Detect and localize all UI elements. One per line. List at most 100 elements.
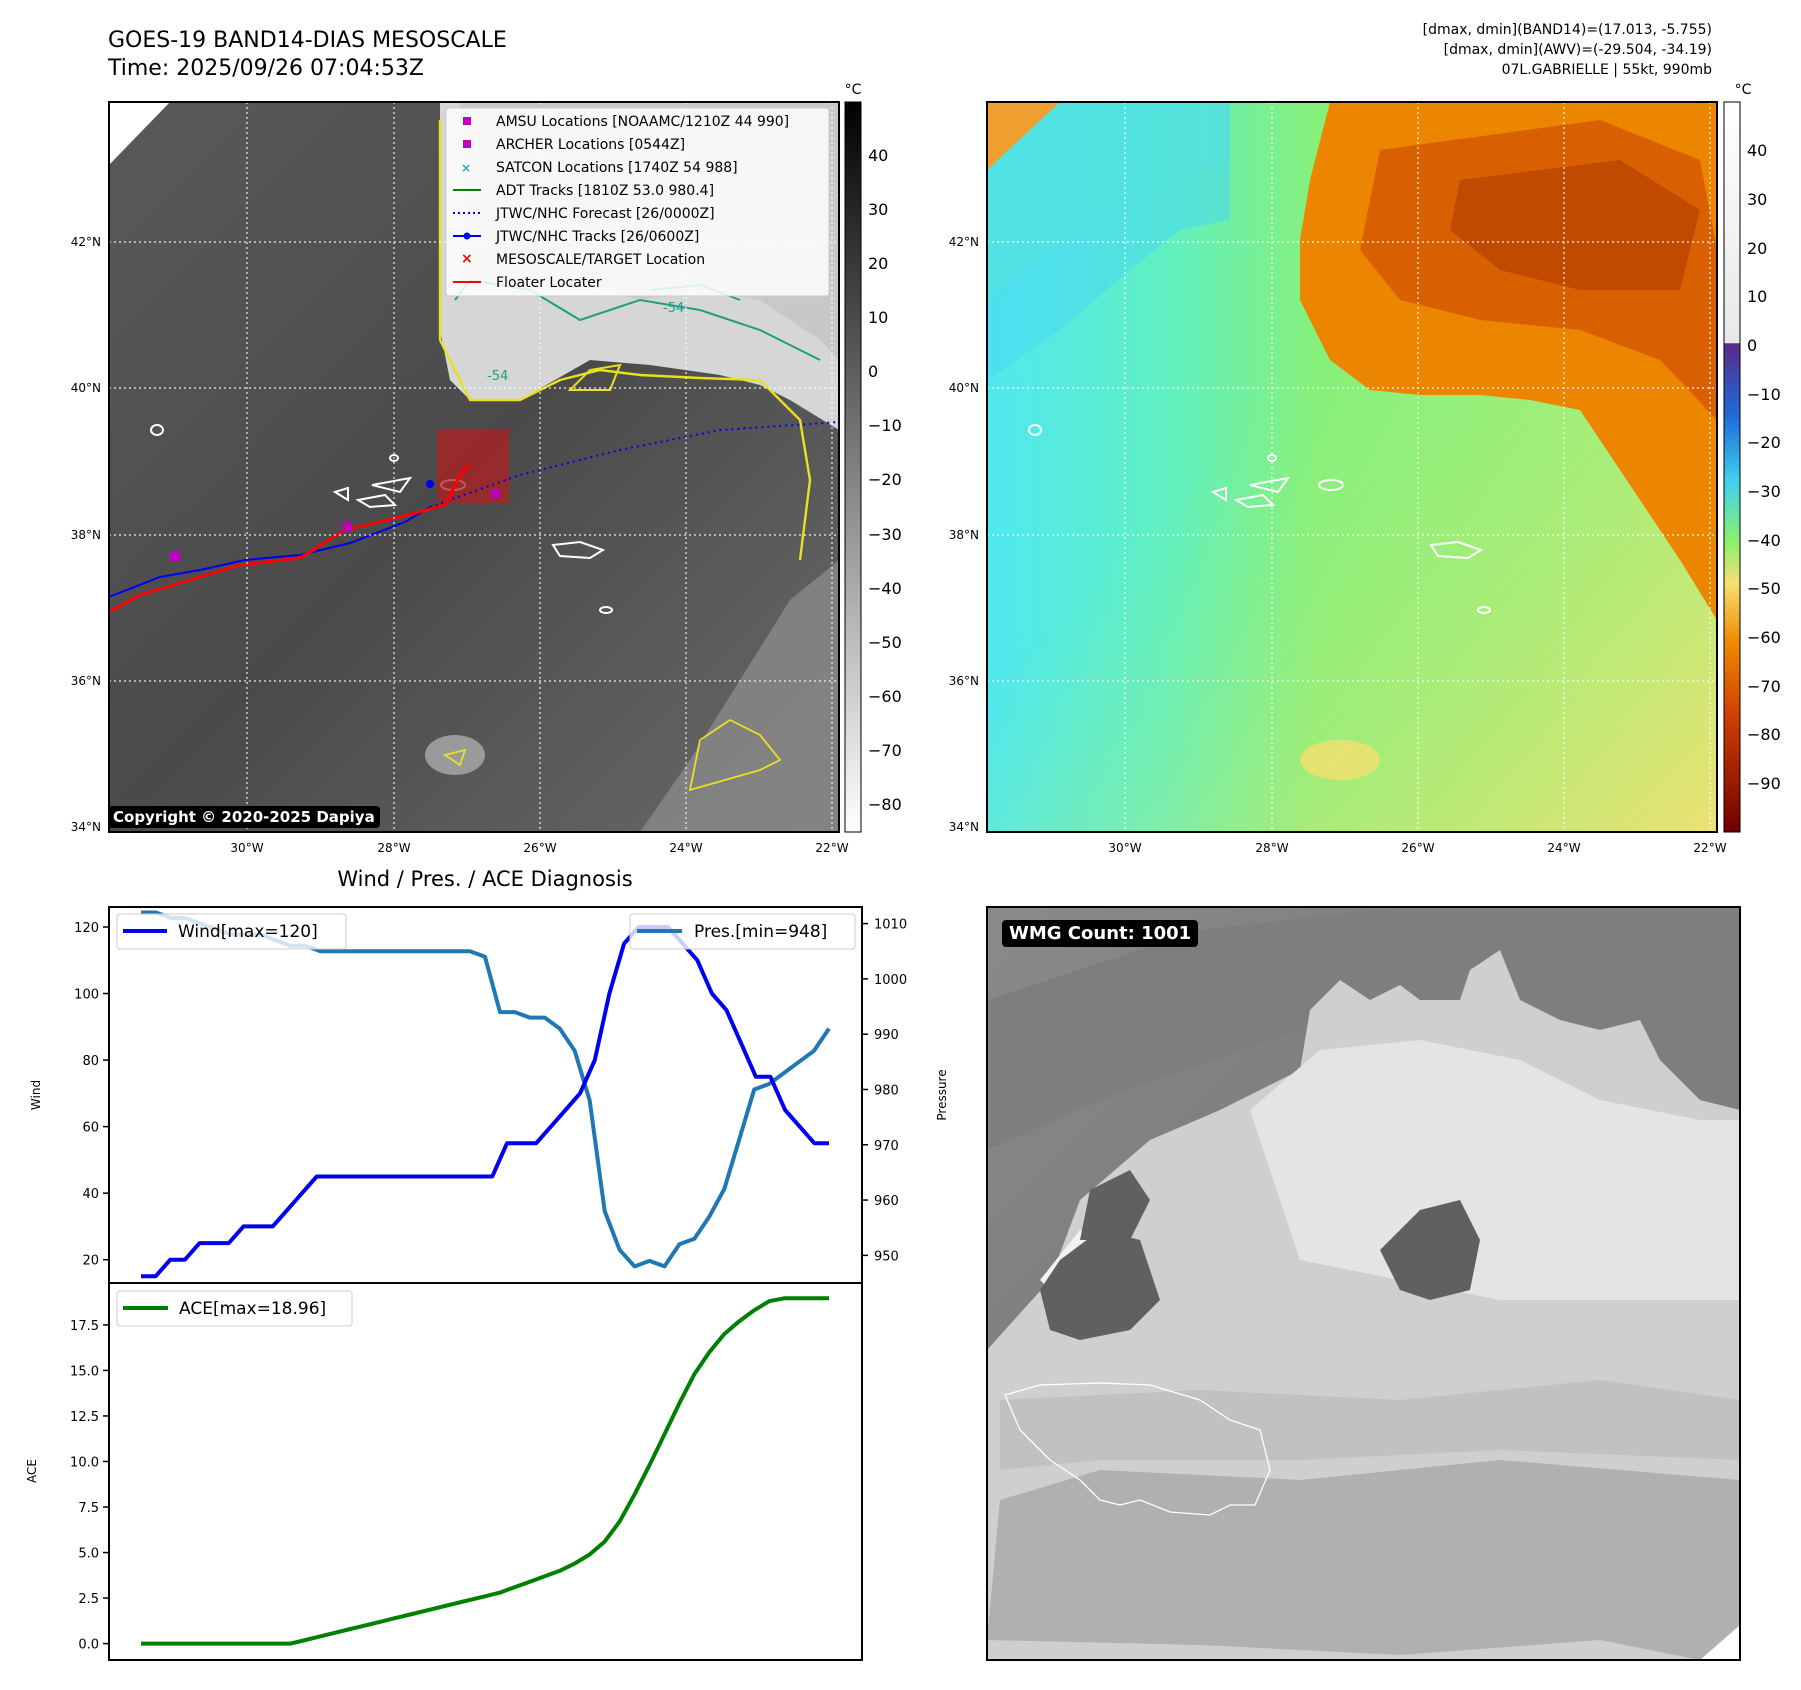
contour-label: -54 bbox=[487, 369, 508, 384]
square-icon bbox=[463, 117, 471, 125]
awv-cbar-tick: 0 bbox=[1747, 336, 1757, 355]
lon-label: 22°W bbox=[815, 841, 848, 855]
lon-label: 28°W bbox=[377, 841, 410, 855]
lon-label: 26°W bbox=[1401, 841, 1434, 855]
pressure-tick-label: 1000 bbox=[874, 973, 907, 988]
pressure-tick-label: 960 bbox=[874, 1194, 899, 1209]
x-icon: × bbox=[461, 161, 471, 175]
ace-axis-label: ACE bbox=[25, 1459, 39, 1483]
awv-dmax-dmin: [dmax, dmin](AWV)=(-29.504, -34.19) bbox=[1443, 42, 1712, 58]
awv-map-panel bbox=[986, 101, 1718, 833]
wind-series-line bbox=[141, 925, 829, 1279]
pressure-tick-label: 980 bbox=[874, 1083, 899, 1098]
ir-cbar-tick: 30 bbox=[868, 200, 888, 219]
lon-label: 24°W bbox=[1547, 841, 1580, 855]
pressure-tick-label: 950 bbox=[874, 1249, 899, 1264]
awv-cbar-tick: 40 bbox=[1747, 141, 1767, 160]
x-icon: × bbox=[461, 251, 473, 267]
wmg-panel bbox=[986, 906, 1741, 1661]
wind-tick-label: 100 bbox=[74, 988, 99, 1003]
ir-cbar-tick: 20 bbox=[868, 254, 888, 273]
lon-label: 30°W bbox=[1108, 841, 1141, 855]
awv-cbar-tick: 10 bbox=[1747, 287, 1767, 306]
chart-title: Wind / Pres. / ACE Diagnosis bbox=[337, 867, 632, 891]
ir-cbar-tick: −70 bbox=[868, 741, 902, 760]
legend-label-forecast: JTWC/NHC Forecast [26/0000Z] bbox=[495, 206, 715, 222]
awv-cbar-tick: −20 bbox=[1747, 433, 1781, 452]
lat-label: 38°N bbox=[949, 528, 979, 542]
wind-tick-label: 80 bbox=[82, 1054, 99, 1069]
ace-tick-label: 7.5 bbox=[78, 1501, 99, 1516]
jtwc-forecast-line bbox=[429, 421, 839, 508]
awv-cbar-tick: −60 bbox=[1747, 628, 1781, 647]
awv-cbar-tick: −10 bbox=[1747, 385, 1781, 404]
ace-tick-label: 17.5 bbox=[70, 1319, 99, 1334]
ir-cbar-tick: −80 bbox=[868, 795, 902, 814]
wind-pressure-chart: Wind / Pres. / ACE Diagnosis Wind Pressu… bbox=[29, 867, 949, 1284]
lon-label: 26°W bbox=[523, 841, 556, 855]
ace-series-line bbox=[141, 1296, 829, 1646]
figure-title-line1: GOES-19 BAND14-DIAS MESOSCALE bbox=[108, 28, 507, 53]
ir-colorbar: °C 40 30 20 10 0 −10 −20 −30 −40 −50 −60… bbox=[844, 82, 902, 833]
pressure-axis-label: Pressure bbox=[935, 1069, 949, 1120]
awv-cbar-tick: 30 bbox=[1747, 190, 1767, 209]
legend-label-floater: Floater Locater bbox=[496, 275, 602, 291]
lat-label: 36°N bbox=[949, 674, 979, 688]
wind-tick-label: 120 bbox=[74, 921, 99, 936]
ir-cbar-tick: −40 bbox=[868, 579, 902, 598]
wind-tick-label: 20 bbox=[82, 1254, 99, 1269]
contour-label: -54 bbox=[663, 301, 684, 316]
legend-label-archer: ARCHER Locations [0544Z] bbox=[496, 137, 685, 153]
awv-cbar-tick: −50 bbox=[1747, 579, 1781, 598]
ir-cbar-tick: 0 bbox=[868, 362, 878, 381]
awv-cbar-tick: −40 bbox=[1747, 531, 1781, 550]
ace-tick-label: 12.5 bbox=[70, 1410, 99, 1425]
ace-plot-area bbox=[108, 1282, 863, 1661]
lat-label: 38°N bbox=[71, 528, 101, 542]
awv-map-axes: 42°N 40°N 38°N 36°N 34°N 30°W 28°W 26°W … bbox=[949, 235, 1727, 855]
ace-tick-label: 5.0 bbox=[78, 1547, 99, 1562]
lat-label: 40°N bbox=[71, 381, 101, 395]
ir-cbar-tick: −60 bbox=[868, 687, 902, 706]
pressure-tick-label: 990 bbox=[874, 1028, 899, 1043]
copyright-badge: Copyright © 2020-2025 Dapiya bbox=[108, 806, 380, 828]
ace-legend-label: ACE[max=18.96] bbox=[179, 1299, 326, 1319]
awv-colorbar: °C 40 30 20 10 0 −10 −20 −30 −40 −50 −60… bbox=[1723, 82, 1781, 833]
wind-tick-label: 40 bbox=[82, 1187, 99, 1202]
wind-axis-label: Wind bbox=[29, 1080, 43, 1110]
lat-label: 34°N bbox=[71, 820, 101, 834]
lon-label: 22°W bbox=[1693, 841, 1726, 855]
ace-tick-label: 15.0 bbox=[70, 1364, 99, 1379]
legend-label-adt: ADT Tracks [1810Z 53.0 980.4] bbox=[496, 183, 714, 199]
pressure-tick-label: 970 bbox=[874, 1139, 899, 1154]
awv-cbar-unit: °C bbox=[1735, 82, 1752, 98]
ir-map-axes: 42°N 40°N 38°N 36°N 34°N 30°W 28°W 26°W … bbox=[71, 235, 849, 855]
lat-label: 34°N bbox=[949, 820, 979, 834]
awv-cbar-tick: 20 bbox=[1747, 239, 1767, 258]
jtwc-track-line bbox=[109, 506, 431, 598]
awv-cbar-tick: −70 bbox=[1747, 677, 1781, 696]
band14-dmax-dmin: [dmax, dmin](BAND14)=(17.013, -5.755) bbox=[1422, 22, 1712, 38]
pressure-legend-box bbox=[629, 913, 856, 950]
ir-cbar-tick: 10 bbox=[868, 308, 888, 327]
lon-label: 24°W bbox=[669, 841, 702, 855]
legend-label-target: MESOSCALE/TARGET Location bbox=[496, 252, 705, 268]
ir-cbar-tick: −10 bbox=[868, 416, 902, 435]
pressure-tick-label: 1010 bbox=[874, 918, 907, 933]
ace-legend-box bbox=[116, 1290, 353, 1327]
awv-cbar-tick: −80 bbox=[1747, 725, 1781, 744]
ace-tick-label: 10.0 bbox=[70, 1455, 99, 1470]
lat-label: 42°N bbox=[949, 235, 979, 249]
pressure-legend-label: Pres.[min=948] bbox=[694, 922, 827, 942]
ace-chart: ACE 0.0 2.5 5.0 7.5 10.0 12.5 15.0 17.5 ACE[max… bbox=[25, 1282, 863, 1661]
ir-map-legend: × × AMSU Locations [NOAAMC/1210Z 44 990]… bbox=[445, 107, 830, 297]
ace-tick-label: 0.0 bbox=[78, 1638, 99, 1653]
lat-label: 36°N bbox=[71, 674, 101, 688]
legend-label-amsu: AMSU Locations [NOAAMC/1210Z 44 990] bbox=[496, 114, 789, 130]
lat-label: 40°N bbox=[949, 381, 979, 395]
square-icon bbox=[463, 140, 471, 148]
ir-cbar-tick: −20 bbox=[868, 470, 902, 489]
figure-title-line2: Time: 2025/09/26 07:04:53Z bbox=[108, 56, 424, 81]
floater-track-line bbox=[109, 463, 472, 614]
